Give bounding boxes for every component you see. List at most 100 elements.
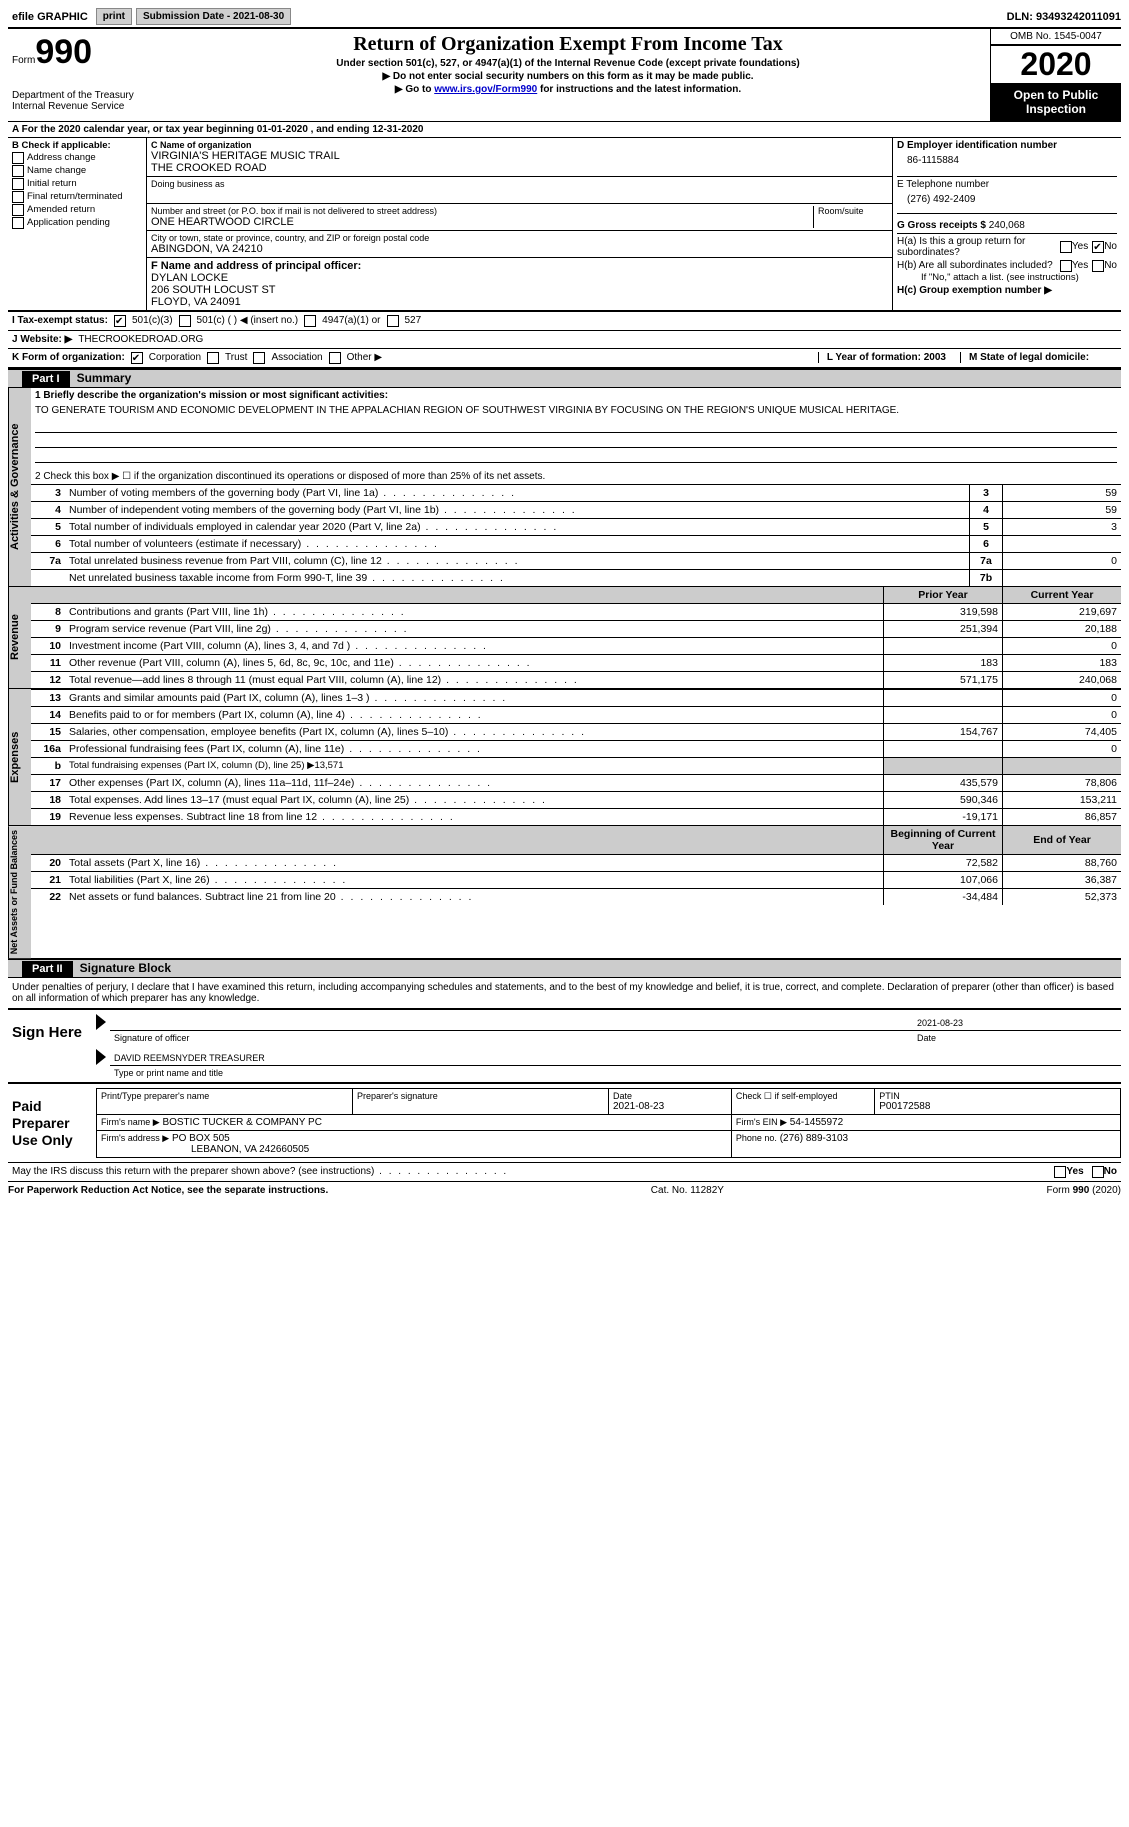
officer-cell: F Name and address of principal officer:…	[147, 258, 892, 310]
checkbox[interactable]	[12, 204, 24, 216]
brief-text: TO GENERATE TOURISM AND ECONOMIC DEVELOP…	[31, 403, 1121, 418]
officer-name-line: DAVID REEMSNYDER TREASURER	[110, 1051, 1121, 1066]
top-bar: efile GRAPHIC print Submission Date - 20…	[8, 8, 1121, 25]
dba-cell: Doing business as	[147, 177, 892, 204]
pp-date: 2021-08-23	[613, 1101, 727, 1112]
tax-status-label: I Tax-exempt status:	[12, 315, 108, 326]
corp-label: Corporation	[149, 352, 201, 363]
tax-year: 2020	[991, 45, 1121, 84]
sig-date: 2021-08-23	[917, 1018, 1117, 1028]
other-checkbox[interactable]	[329, 352, 341, 364]
firm-addr2: LEBANON, VA 242660505	[101, 1144, 727, 1155]
firm-name-label: Firm's name ▶	[101, 1117, 160, 1127]
room-label: Room/suite	[818, 206, 888, 216]
dept-label: Department of the Treasury Internal Reve…	[12, 90, 142, 112]
row-a-text: A For the 2020 calendar year, or tax yea…	[12, 124, 423, 135]
side-governance: Activities & Governance	[8, 388, 31, 586]
phone-value: (276) 492-2409	[897, 190, 1117, 213]
part-1-header: Part I Summary	[8, 369, 1121, 388]
assoc-label: Association	[271, 352, 322, 363]
year-formation: L Year of formation: 2003	[818, 352, 954, 363]
street-value: ONE HEARTWOOD CIRCLE	[151, 216, 813, 228]
firm-addr1: PO BOX 505	[172, 1133, 230, 1144]
box-b-item: Amended return	[12, 204, 142, 216]
footer: For Paperwork Reduction Act Notice, see …	[8, 1181, 1121, 1199]
corp-checkbox[interactable]	[131, 352, 143, 364]
checkbox[interactable]	[12, 217, 24, 229]
checkbox-label: Final return/terminated	[27, 191, 123, 202]
arrow-icon-2	[96, 1049, 106, 1065]
yes-label-2: Yes	[1072, 260, 1088, 271]
paid-preparer-section: Paid Preparer Use Only Print/Type prepar…	[8, 1082, 1121, 1162]
hc-label: H(c) Group exemption number ▶	[897, 285, 1117, 296]
governance-table: 3Number of voting members of the governi…	[31, 484, 1121, 586]
checkbox-label: Name change	[27, 165, 86, 176]
submission-date-button[interactable]: Submission Date - 2021-08-30	[136, 8, 291, 25]
blank-line-2	[35, 433, 1117, 448]
checkbox[interactable]	[12, 178, 24, 190]
pp-sig-label: Preparer's signature	[357, 1091, 604, 1101]
checkbox[interactable]	[12, 165, 24, 177]
501c3-checkbox[interactable]	[114, 315, 126, 327]
footer-right: Form 990 (2020)	[1047, 1185, 1121, 1196]
checkbox[interactable]	[12, 152, 24, 164]
discuss-no-checkbox[interactable]	[1092, 1166, 1104, 1178]
city-value: ABINGDON, VA 24210	[151, 243, 888, 255]
discuss-text: May the IRS discuss this return with the…	[12, 1166, 1054, 1178]
officer-sig-line: 2021-08-23	[110, 1016, 1121, 1031]
4947-checkbox[interactable]	[304, 315, 316, 327]
box-b-title: B Check if applicable:	[12, 140, 142, 151]
trust-label: Trust	[225, 352, 247, 363]
ptin-label: PTIN	[879, 1091, 1116, 1101]
gross-receipts: G Gross receipts $ 240,068	[897, 213, 1117, 233]
subtitle-2: ▶ Do not enter social security numbers o…	[150, 71, 986, 82]
firm-ein-label: Firm's EIN ▶	[736, 1117, 787, 1127]
assoc-checkbox[interactable]	[253, 352, 265, 364]
hb-label: H(b) Are all subordinates included?	[897, 260, 1060, 271]
sub3-pre: ▶ Go to	[395, 84, 434, 95]
pp-date-label: Date	[613, 1091, 727, 1101]
subtitle-1: Under section 501(c), 527, or 4947(a)(1)…	[150, 58, 986, 69]
blank-line-3	[35, 448, 1117, 463]
4947-label: 4947(a)(1) or	[322, 315, 380, 326]
ein-value: 86-1115884	[897, 151, 1117, 176]
line-2-checkbox-text: 2 Check this box ▶ ☐ if the organization…	[31, 469, 1121, 484]
gross-label: G Gross receipts $	[897, 220, 986, 231]
box-b-item: Application pending	[12, 217, 142, 229]
org-name-1: VIRGINIA'S HERITAGE MUSIC TRAIL	[151, 150, 888, 162]
501c-checkbox[interactable]	[179, 315, 191, 327]
527-checkbox[interactable]	[387, 315, 399, 327]
checkbox-label: Initial return	[27, 178, 77, 189]
firm-name: BOSTIC TUCKER & COMPANY PC	[162, 1117, 321, 1128]
part-1-title: Summary	[77, 371, 132, 385]
no-label-2: No	[1104, 260, 1117, 271]
brief-label: 1 Briefly describe the organization's mi…	[31, 388, 1121, 403]
print-button[interactable]: print	[96, 8, 132, 25]
ha-yes-checkbox[interactable]	[1060, 241, 1072, 253]
officer-name-value: DAVID REEMSNYDER TREASURER	[114, 1053, 265, 1063]
inspection-badge: Open to Public Inspection	[991, 84, 1121, 121]
row-j-website: J Website: ▶ THECROOKEDROAD.ORG	[8, 330, 1121, 348]
hb-yes-checkbox[interactable]	[1060, 260, 1072, 272]
dln-label: DLN: 93493242011091	[1007, 11, 1121, 23]
netassets-table: Beginning of Current YearEnd of Year20To…	[31, 826, 1121, 905]
city-cell: City or town, state or province, country…	[147, 231, 892, 258]
sign-here-section: Sign Here 2021-08-23 Signature of office…	[8, 1008, 1121, 1082]
governance-section: Activities & Governance 1 Briefly descri…	[8, 388, 1121, 586]
checkbox[interactable]	[12, 191, 24, 203]
hb-no-checkbox[interactable]	[1092, 260, 1104, 272]
discuss-no: No	[1104, 1166, 1117, 1178]
ha-no-checkbox[interactable]	[1092, 241, 1104, 253]
subtitle-3: ▶ Go to www.irs.gov/Form990 for instruct…	[150, 84, 986, 95]
irs-link[interactable]: www.irs.gov/Form990	[434, 84, 537, 95]
yes-label: Yes	[1072, 241, 1088, 252]
paid-prep-label: Paid Preparer Use Only	[8, 1084, 96, 1162]
identity-grid: B Check if applicable: Address changeNam…	[8, 138, 1121, 311]
discuss-row: May the IRS discuss this return with the…	[8, 1162, 1121, 1181]
trust-checkbox[interactable]	[207, 352, 219, 364]
preparer-table: Print/Type preparer's name Preparer's si…	[96, 1088, 1121, 1158]
org-name-2: THE CROOKED ROAD	[151, 162, 888, 174]
self-employed-label: Check ☐ if self-employed	[736, 1091, 870, 1102]
discuss-yes-checkbox[interactable]	[1054, 1166, 1066, 1178]
sub3-post: for instructions and the latest informat…	[537, 84, 741, 95]
